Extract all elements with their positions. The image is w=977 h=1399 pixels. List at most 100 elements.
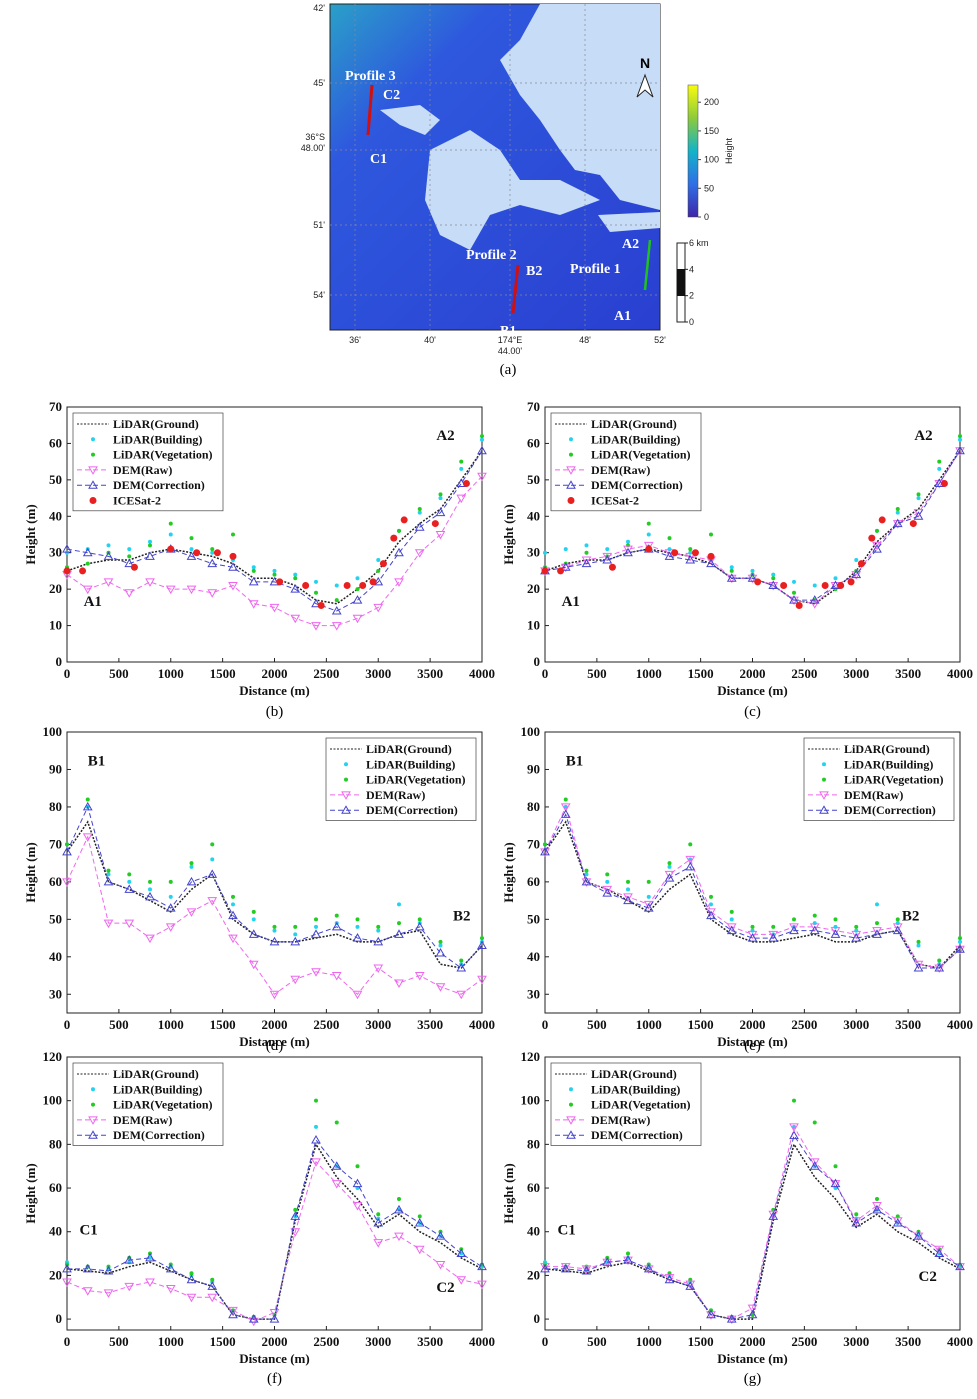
point — [542, 567, 549, 574]
point — [834, 1164, 838, 1168]
point — [397, 921, 401, 925]
y-tick-label: 30 — [527, 545, 540, 560]
point — [376, 1212, 380, 1216]
point — [210, 1278, 214, 1282]
point — [356, 1164, 360, 1168]
y-tick-label: 50 — [49, 911, 62, 926]
point — [645, 546, 652, 553]
point — [356, 587, 360, 591]
caption: (f) — [267, 1371, 282, 1387]
point — [335, 598, 339, 602]
x-tick-label: 2500 — [791, 1334, 817, 1349]
y-tick-label: 0 — [56, 1311, 63, 1326]
point — [813, 1121, 817, 1125]
point — [439, 944, 443, 948]
legend-label: DEM(Raw) — [591, 1113, 650, 1127]
legend-label: DEM(Raw) — [844, 788, 903, 802]
point — [193, 549, 200, 556]
y-tick-label: 60 — [49, 1180, 62, 1195]
x-tick-label: 1000 — [158, 1334, 184, 1349]
point — [252, 910, 256, 914]
point — [848, 578, 855, 585]
point — [376, 569, 380, 573]
point — [459, 460, 463, 464]
map-label: C1 — [370, 152, 387, 167]
point — [127, 547, 131, 551]
point — [376, 925, 380, 929]
y-tick-label: 80 — [527, 1136, 540, 1151]
point — [318, 602, 325, 609]
series-line — [67, 837, 482, 994]
legend-label: DEM(Correction) — [591, 478, 683, 492]
point — [647, 880, 651, 884]
map-tick-label: 44.00' — [498, 346, 523, 356]
point — [169, 522, 173, 526]
x-tick-label: 2000 — [262, 1017, 288, 1032]
point — [879, 516, 886, 523]
point — [917, 492, 921, 496]
legend-label: LiDAR(Ground) — [113, 1067, 199, 1081]
point — [231, 895, 235, 899]
y-tick-label: 10 — [49, 618, 62, 633]
point — [167, 546, 174, 553]
map-tick-label: 48' — [579, 335, 591, 345]
series-line — [545, 1144, 960, 1319]
point — [868, 535, 875, 542]
point — [854, 929, 858, 933]
x-tick-label: 4000 — [947, 666, 973, 681]
point — [854, 1212, 858, 1216]
point — [439, 496, 443, 500]
annotation: A2 — [436, 428, 454, 444]
legend-label: ICESat-2 — [113, 494, 161, 508]
annotation: C2 — [436, 1280, 454, 1296]
point — [314, 1099, 318, 1103]
point — [792, 917, 796, 921]
legend-label: LiDAR(Ground) — [591, 417, 677, 431]
point — [709, 533, 713, 537]
colorbar-label: 100 — [704, 155, 719, 165]
legend-label: LiDAR(Vegetation) — [591, 448, 691, 462]
caption: (a) — [500, 362, 517, 378]
point — [751, 569, 755, 573]
x-tick-label: 500 — [587, 1017, 607, 1032]
series-line — [67, 1140, 482, 1319]
point — [480, 936, 484, 940]
point — [837, 582, 844, 589]
point — [214, 549, 221, 556]
point — [65, 551, 69, 555]
point — [709, 895, 713, 899]
point — [276, 578, 283, 585]
point — [169, 895, 173, 899]
point — [231, 533, 235, 537]
point — [335, 584, 339, 588]
point — [751, 929, 755, 933]
point — [647, 895, 651, 899]
x-tick-label: 1500 — [688, 1017, 714, 1032]
point — [314, 925, 318, 929]
point — [252, 917, 256, 921]
point — [780, 582, 787, 589]
point — [457, 495, 465, 502]
caption: (b) — [266, 704, 284, 720]
caption: (e) — [744, 1038, 761, 1054]
point — [626, 880, 630, 884]
point — [792, 1099, 796, 1103]
point — [459, 959, 463, 963]
map-tick-label: 48.00' — [301, 143, 326, 153]
y-tick-label: 20 — [49, 581, 62, 596]
x-tick-label: 0 — [542, 666, 549, 681]
y-tick-label: 30 — [49, 545, 62, 560]
x-tick-label: 1500 — [688, 1334, 714, 1349]
y-tick-label: 100 — [521, 1093, 541, 1108]
legend-label: LiDAR(Ground) — [591, 1067, 677, 1081]
series-line — [67, 807, 482, 968]
point — [688, 551, 692, 555]
point — [127, 1260, 131, 1264]
map-image — [330, 4, 698, 330]
y-tick-label: 40 — [527, 508, 540, 523]
point — [626, 887, 630, 891]
x-tick-label: 0 — [64, 1334, 71, 1349]
annotation: C1 — [79, 1222, 97, 1238]
annotation: A1 — [84, 594, 102, 610]
legend-label: LiDAR(Building) — [844, 757, 933, 771]
